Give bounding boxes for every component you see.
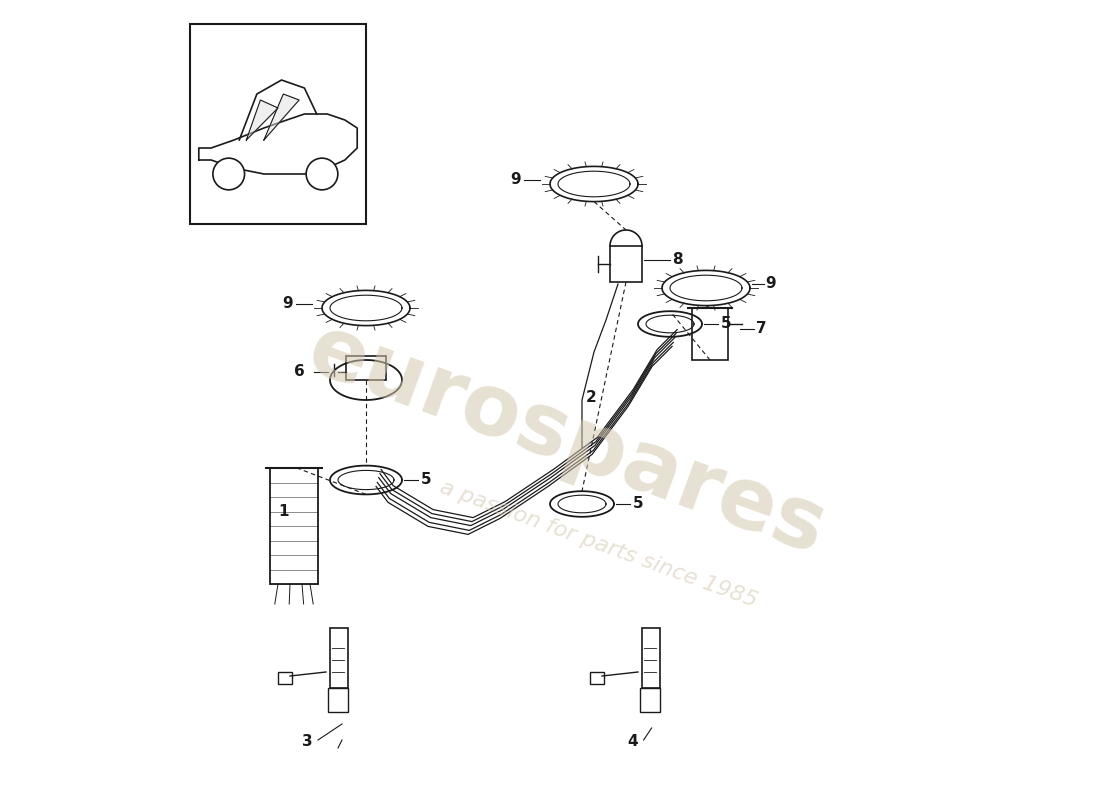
Text: 9: 9 [766,276,775,291]
Bar [692,308,728,360]
Text: 6: 6 [294,364,305,379]
Text: 9: 9 [282,296,293,311]
Text: 8: 8 [672,252,683,267]
Text: 7: 7 [757,321,767,336]
Bar [590,672,604,684]
Polygon shape [264,94,299,140]
Text: 4: 4 [628,734,638,750]
Bar [640,688,660,712]
Bar [330,628,348,688]
Bar [642,628,660,688]
Polygon shape [246,100,278,140]
Circle shape [213,158,244,190]
Text: 5: 5 [720,316,732,331]
Text: 5: 5 [632,496,644,511]
Text: 2: 2 [586,390,596,405]
Text: eurospares: eurospares [296,308,836,572]
Bar [328,688,348,712]
Bar [190,24,366,224]
Text: 5: 5 [420,472,431,487]
Text: 1: 1 [278,504,288,519]
Bar [270,468,318,584]
Bar [346,356,386,380]
Text: a passion for parts since 1985: a passion for parts since 1985 [437,477,759,611]
Bar [278,672,293,684]
Bar [610,246,642,282]
Text: 3: 3 [302,734,312,750]
Text: 9: 9 [510,172,520,187]
Circle shape [306,158,338,190]
